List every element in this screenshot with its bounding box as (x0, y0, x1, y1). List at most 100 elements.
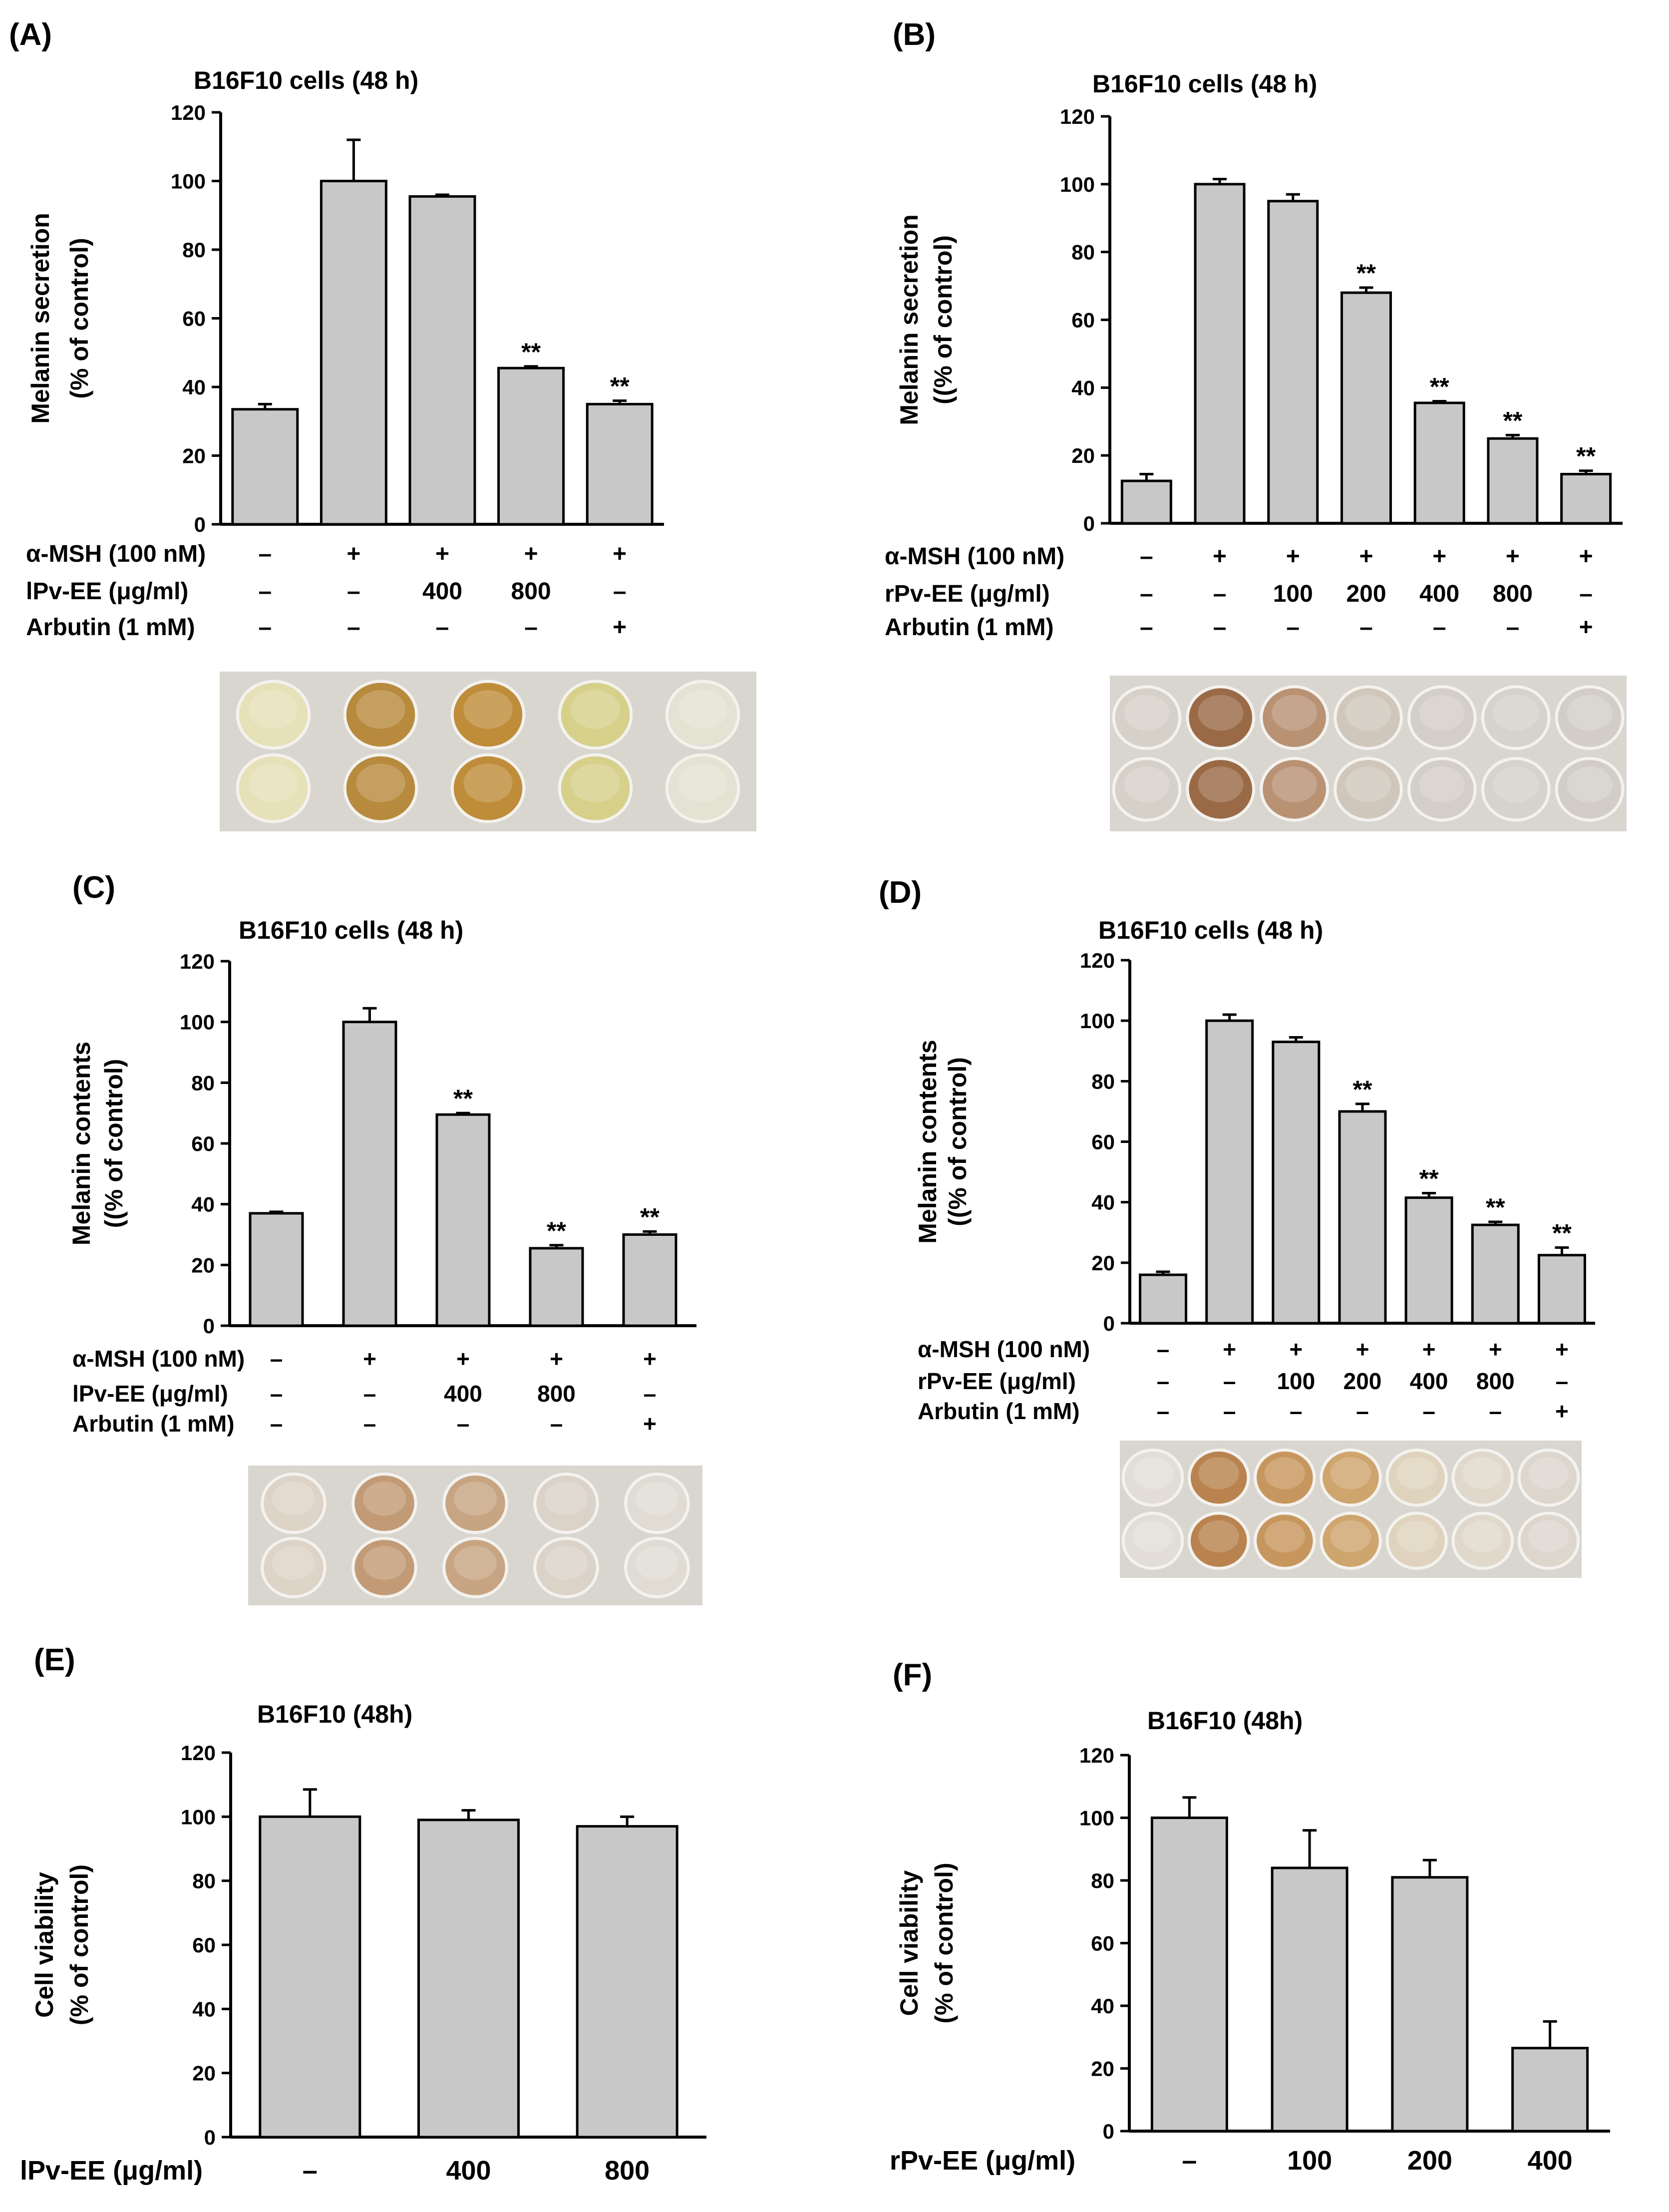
condition-mark: 100 (1277, 1368, 1315, 1394)
condition-mark: – (1182, 2146, 1197, 2176)
well (1517, 1449, 1580, 1507)
bar (320, 180, 387, 526)
condition-mark: – (1286, 614, 1300, 641)
well-highlight (356, 690, 405, 729)
well (558, 753, 633, 823)
condition-label: rPv-EE (μg/ml) (918, 1368, 1076, 1394)
well-highlight (1272, 695, 1318, 731)
condition-mark: 800 (1476, 1368, 1515, 1394)
condition-mark: – (550, 1411, 563, 1437)
y-axis-label-unit: (% of control) (65, 238, 93, 398)
y-tick-label: 40 (191, 1193, 215, 1216)
y-axis-label: Melanin contents (67, 1042, 95, 1245)
significance-marker: ** (1486, 1193, 1505, 1221)
bar (1205, 1019, 1254, 1325)
condition-label: rPv-EE (μg/ml) (885, 581, 1050, 607)
condition-mark: 400 (422, 578, 462, 605)
well (1112, 685, 1182, 750)
condition-mark: + (1432, 543, 1446, 570)
condition-mark: – (258, 541, 272, 567)
significance-marker: ** (453, 1085, 473, 1112)
well (665, 680, 740, 750)
condition-mark: + (1579, 543, 1593, 570)
panel-label: (D) (879, 875, 922, 910)
well-highlight (544, 1546, 588, 1580)
y-axis-label: Cell viability (895, 1870, 923, 2016)
condition-mark: + (1422, 1336, 1436, 1362)
well (1407, 756, 1477, 822)
bar (1267, 200, 1319, 525)
condition-mark: – (524, 614, 538, 641)
y-axis-label-unit: ((% of control) (929, 235, 957, 404)
y-tick-label: 80 (192, 1869, 216, 1893)
significance-marker: ** (547, 1217, 566, 1245)
y-tick-label: 60 (1091, 1130, 1115, 1154)
well (624, 1536, 690, 1598)
condition-mark: – (644, 1381, 657, 1407)
condition-mark: – (258, 614, 272, 641)
y-tick-label: 100 (181, 1805, 216, 1829)
y-tick-label: 60 (191, 1132, 215, 1155)
bar (1560, 473, 1612, 525)
well-highlight (453, 1546, 497, 1580)
well (533, 1536, 599, 1598)
bar (1150, 1817, 1228, 2133)
chart-title: B16F10 (48h) (257, 1700, 412, 1728)
bar (259, 1815, 361, 2139)
y-tick-label: 20 (1091, 2057, 1114, 2081)
significance-marker: ** (1503, 406, 1522, 434)
well-highlight (1264, 1520, 1306, 1553)
well-highlight (1567, 766, 1613, 802)
well (665, 753, 740, 823)
condition-mark: + (1286, 543, 1300, 570)
well-highlight (1264, 1457, 1306, 1489)
well-highlight (1345, 766, 1391, 802)
y-tick-label: 80 (1091, 1869, 1114, 1892)
well (1320, 1449, 1382, 1507)
panel-label: (F) (893, 1658, 932, 1692)
panel-label: (E) (34, 1643, 75, 1677)
y-tick-label: 20 (1091, 1251, 1115, 1275)
well (236, 753, 311, 823)
well (1186, 756, 1256, 822)
condition-mark: – (270, 1346, 283, 1372)
well (1407, 685, 1477, 750)
well-highlight (249, 763, 298, 802)
condition-mark: + (1555, 1336, 1569, 1362)
condition-mark: – (1359, 614, 1373, 641)
condition-mark: – (1506, 614, 1520, 641)
condition-mark: – (270, 1411, 283, 1437)
y-axis-label: Melanin contents (914, 1040, 942, 1243)
condition-mark: – (1140, 543, 1153, 570)
well (624, 1473, 690, 1534)
y-tick-label: 60 (192, 1933, 216, 1957)
significance-marker: ** (1576, 442, 1596, 470)
well-highlight (635, 1546, 679, 1580)
chart-panel-e: (E) B16F10 (48h) 0 20 40 60 80 100 120 Cell viabi… (20, 1643, 706, 2186)
condition-mark: + (1579, 614, 1593, 641)
y-tick-label: 40 (192, 1997, 216, 2021)
y-axis-label: Melanin secretion (26, 213, 54, 423)
y-tick-label: 40 (1091, 1191, 1115, 1214)
well-highlight (1124, 695, 1170, 731)
well (1186, 685, 1256, 750)
y-tick-label: 60 (1071, 309, 1095, 332)
well (261, 1536, 327, 1598)
bar (576, 1825, 678, 2139)
y-tick-label: 0 (204, 2126, 216, 2149)
well-highlight (1132, 1520, 1173, 1553)
condition-mark: 400 (1410, 1368, 1448, 1394)
y-tick-label: 0 (194, 513, 206, 536)
bar (1413, 401, 1465, 525)
well (450, 680, 526, 750)
bar (529, 1247, 584, 1327)
condition-mark: 100 (1273, 581, 1313, 607)
condition-label: Arbutin (1 mM) (885, 614, 1054, 641)
condition-mark: – (1157, 1368, 1170, 1394)
y-tick-label: 100 (171, 170, 206, 193)
well-highlight (1493, 766, 1539, 802)
chart-panel-f: (F) B16F10 (48h) 0 20 40 60 80 100 120 Cell viabi… (890, 1658, 1610, 2176)
chart-title: B16F10 cells (48 h) (1098, 916, 1323, 944)
bar (1511, 2047, 1589, 2133)
condition-mark: + (363, 1346, 376, 1372)
